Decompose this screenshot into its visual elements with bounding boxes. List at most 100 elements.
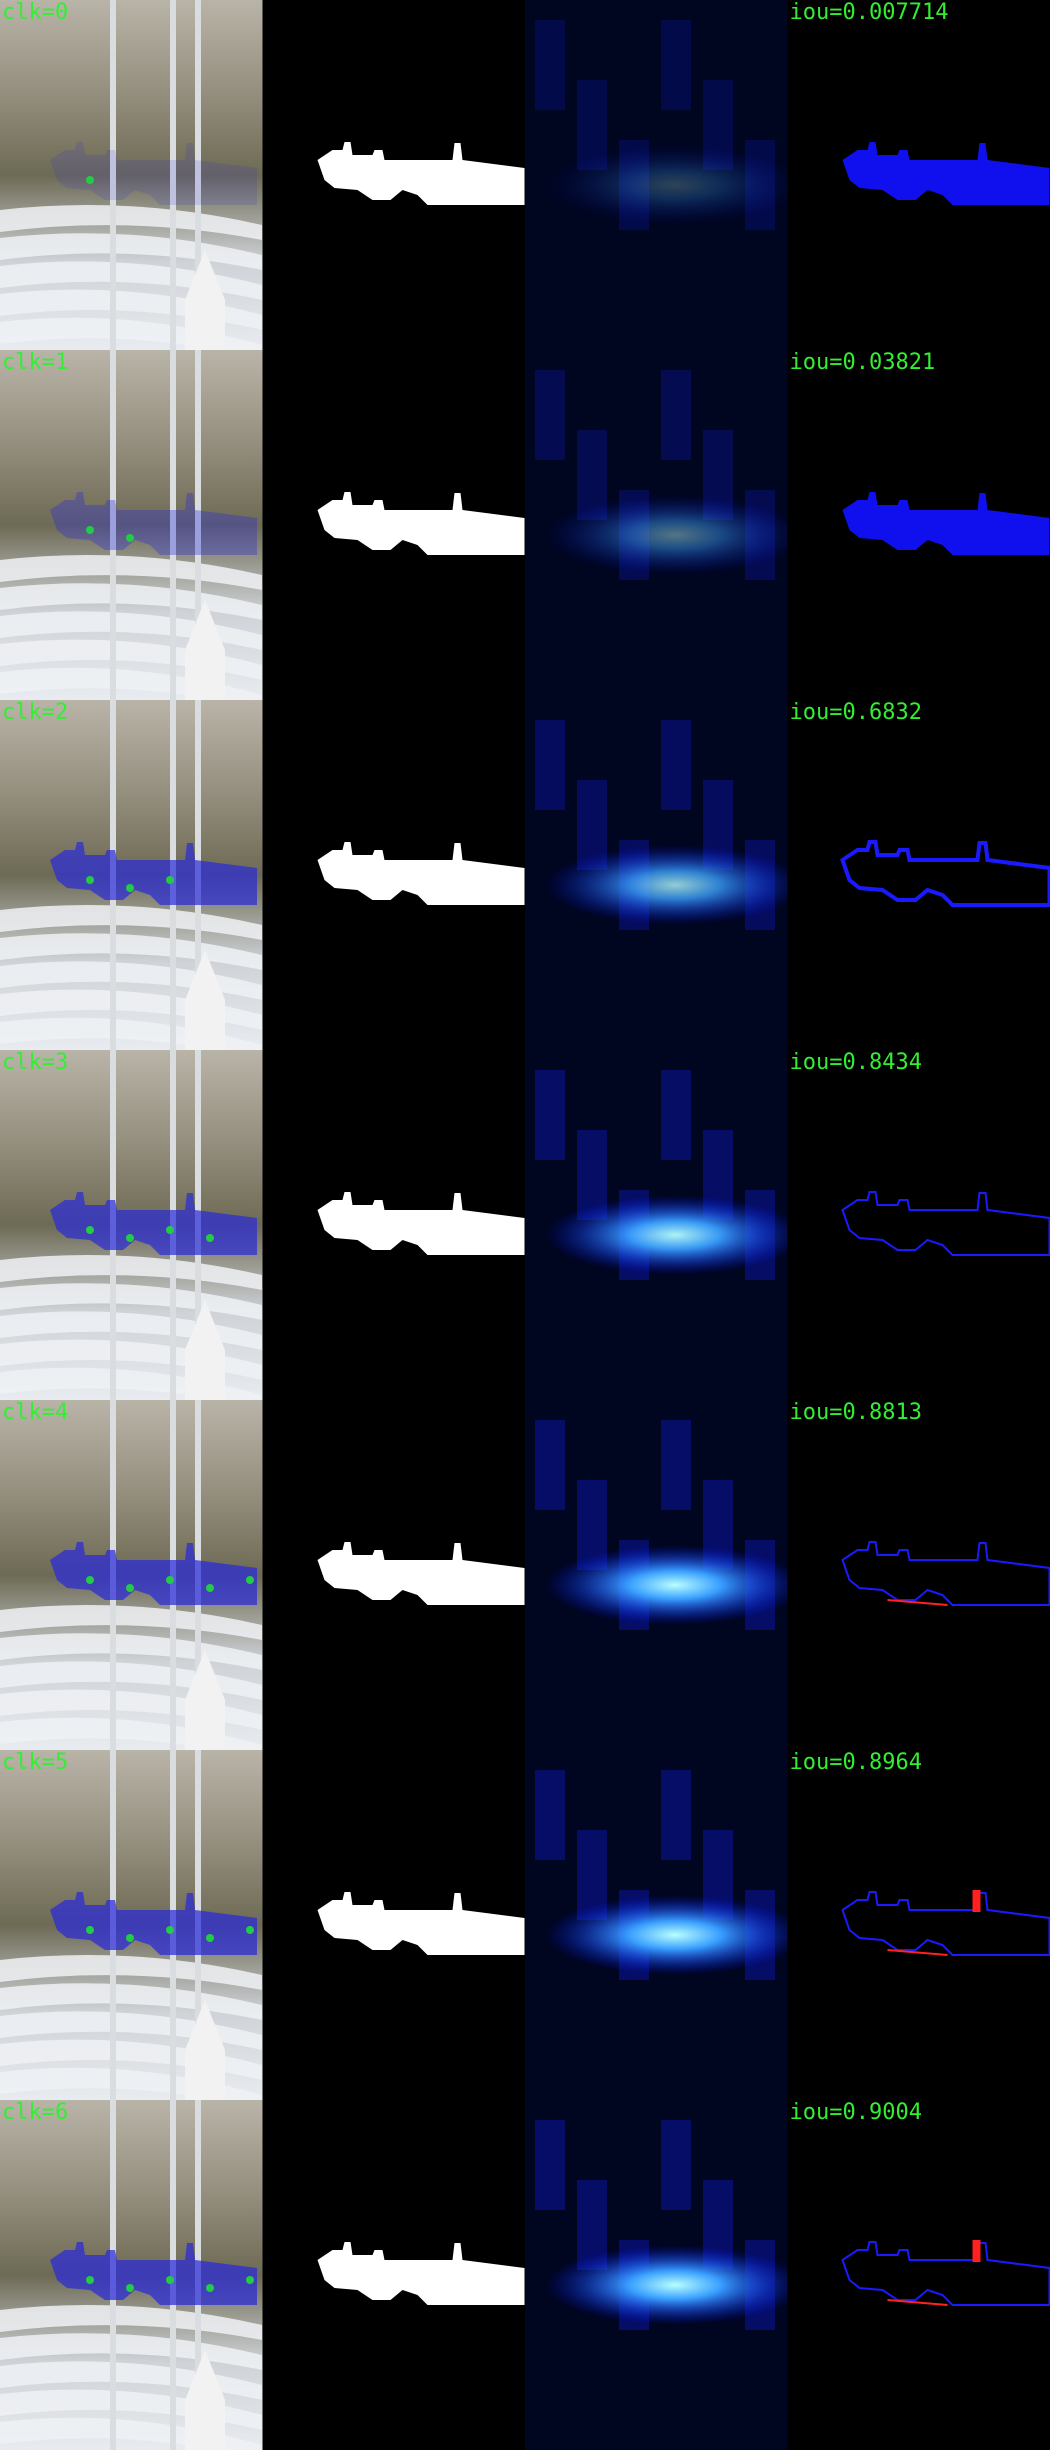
hull [0,2039,262,2080]
heatmap-panel [525,1400,805,1750]
click-point [126,1584,134,1592]
click-point [246,2276,254,2284]
mask-panel [262,1050,525,1400]
click-point [206,1234,214,1242]
heatmap-block [661,2120,691,2210]
error-panel: iou=0.007714 [787,0,1050,350]
heatmap-panel [525,1750,805,2100]
click-point [126,534,134,542]
heatmap-block [661,370,691,460]
bollard [185,600,225,700]
hull [0,1339,262,1380]
hull [0,667,262,710]
heatmap-block [535,1070,565,1160]
photo-panel: clk=4 [0,1400,263,1760]
hull [0,1689,262,1730]
click-point [206,1934,214,1942]
click-point [246,1926,254,1934]
hull [0,1017,262,1060]
hull [0,1311,262,1350]
row: clk=1 iou=0.03821 [0,350,1050,710]
heatmap-block [535,1770,565,1860]
click-point [126,1934,134,1942]
heatmap-block [535,2120,565,2210]
error-bg [787,700,1050,1050]
click-point [86,2276,94,2284]
error-panel: iou=0.9004 [787,2100,1050,2450]
click-point [206,2284,214,2292]
error-bg [787,1750,1050,2100]
click-point [166,876,174,884]
error-bg [787,1050,1050,1400]
click-point [86,1576,94,1584]
row: clk=0 iou=0.007714 [0,0,1050,360]
bollard [185,250,225,350]
click-point [86,176,94,184]
hull [0,1661,262,1700]
bollard [185,2350,225,2450]
row: clk=3 iou=0.8434 [0,1050,1050,1410]
click-point [166,1226,174,1234]
heatmap-block [661,720,691,810]
hull [0,2389,262,2430]
iou-label: iou=0.6832 [790,700,922,725]
error-panel: iou=0.8434 [787,1050,1050,1400]
hull [0,289,262,330]
click-point [246,1576,254,1584]
error-panel: iou=0.6832 [787,700,1050,1050]
heatmap-block [535,1420,565,1510]
click-label: clk=5 [2,1750,68,1775]
heatmap-glow [545,1195,805,1275]
photo-panel: clk=1 [0,350,263,710]
iou-label: iou=0.8434 [790,1050,922,1075]
heatmap-glow [545,1545,805,1625]
click-point [126,2284,134,2292]
row: clk=5 iou=0.8964 [0,1750,1050,2110]
bollard [185,1650,225,1750]
heatmap-panel [525,0,805,350]
hull [0,317,262,360]
heatmap-panel [525,350,805,700]
hull [0,2361,262,2400]
mask-panel [262,1400,525,1750]
mask-panel [262,1750,525,2100]
click-point [126,884,134,892]
error-red [887,2299,948,2306]
click-point [86,1226,94,1234]
heatmap-glow [545,2245,805,2325]
heatmap-block [661,1070,691,1160]
click-label: clk=3 [2,1050,68,1075]
row: clk=6 iou=0.9004 [0,2100,1050,2450]
photo-panel: clk=6 [0,2100,263,2450]
hull [0,1717,262,1760]
error-red [972,2240,981,2262]
heatmap-block [535,20,565,110]
click-point [166,1576,174,1584]
click-point [206,1584,214,1592]
hull [0,611,262,650]
heatmap-block [661,1770,691,1860]
iou-label: iou=0.007714 [790,0,949,25]
row: clk=4 iou=0.8813 [0,1400,1050,1760]
heatmap-block [661,20,691,110]
mask-panel [262,2100,525,2450]
click-point [86,526,94,534]
error-panel: iou=0.8964 [787,1750,1050,2100]
photo-panel: clk=0 [0,0,263,360]
click-point [86,876,94,884]
click-point [126,1234,134,1242]
heatmap-glow [545,495,805,575]
heatmap-block [661,1420,691,1510]
hull [0,261,262,300]
heatmap-glow [545,845,805,925]
photo-panel: clk=5 [0,1750,263,2110]
photo-panel: clk=3 [0,1050,263,1410]
click-point [166,1926,174,1934]
hull [0,639,262,680]
error-panel: iou=0.8813 [787,1400,1050,1750]
hull [0,2067,262,2110]
hull [0,989,262,1030]
click-label: clk=2 [2,700,68,725]
iou-label: iou=0.03821 [790,350,936,375]
